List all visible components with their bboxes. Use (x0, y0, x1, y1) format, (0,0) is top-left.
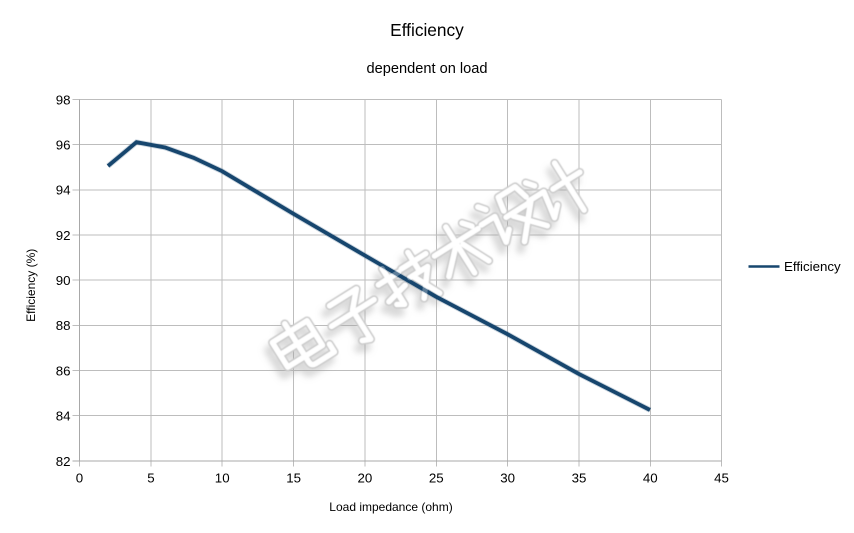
svg-text:88: 88 (56, 318, 71, 333)
svg-text:Load impedance (ohm): Load impedance (ohm) (329, 500, 452, 514)
svg-text:96: 96 (56, 138, 71, 153)
svg-text:dependent on load: dependent on load (367, 61, 488, 77)
svg-text:94: 94 (56, 183, 71, 198)
svg-text:Efficiency: Efficiency (784, 259, 841, 274)
svg-text:30: 30 (500, 471, 515, 486)
svg-text:20: 20 (358, 471, 373, 486)
svg-text:45: 45 (714, 471, 729, 486)
svg-text:Efficiency (%): Efficiency (%) (24, 249, 38, 322)
svg-text:82: 82 (56, 454, 71, 469)
svg-text:0: 0 (76, 471, 83, 486)
svg-text:5: 5 (147, 471, 154, 486)
svg-text:Efficiency: Efficiency (390, 20, 464, 40)
svg-text:84: 84 (56, 408, 71, 423)
svg-text:35: 35 (572, 471, 587, 486)
svg-text:98: 98 (56, 92, 71, 107)
svg-text:25: 25 (429, 471, 444, 486)
svg-text:86: 86 (56, 363, 71, 378)
svg-text:92: 92 (56, 228, 71, 243)
svg-text:40: 40 (643, 471, 658, 486)
svg-text:15: 15 (286, 471, 301, 486)
svg-text:10: 10 (215, 471, 230, 486)
svg-text:90: 90 (56, 273, 71, 288)
